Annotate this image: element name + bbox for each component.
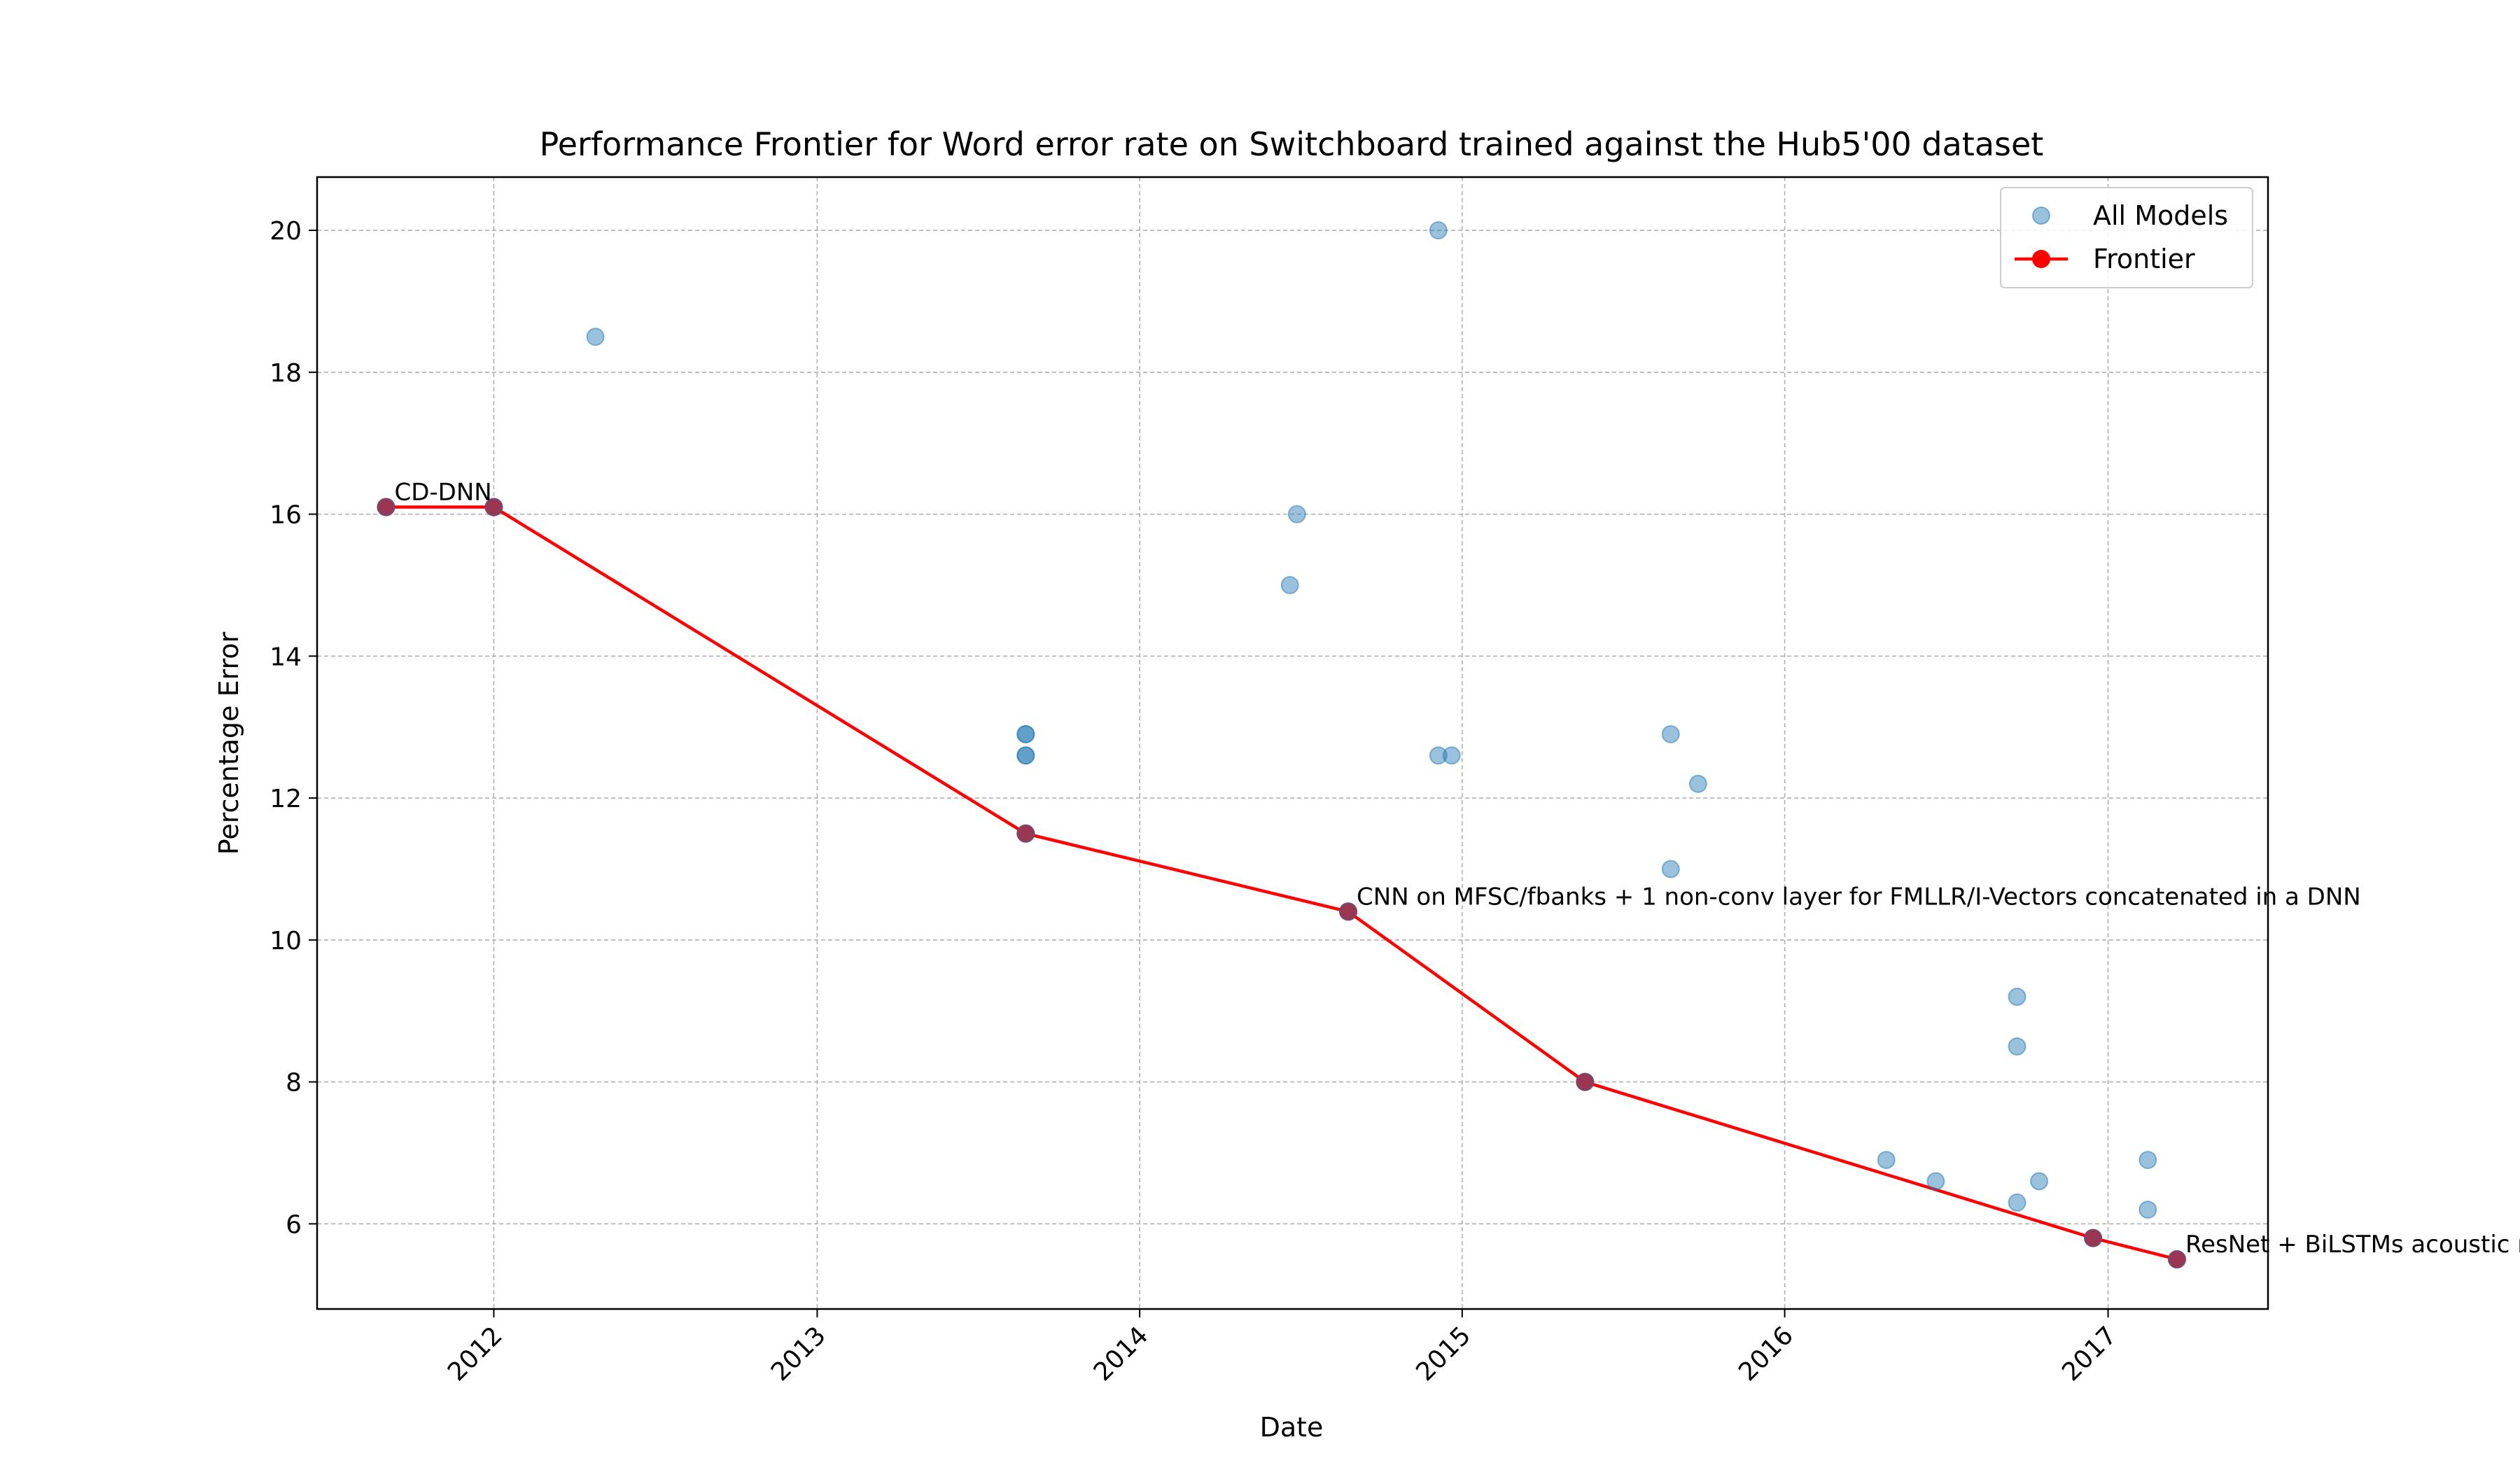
annotations: CD-DNN CNN on MFSC/fbanks + 1 non-conv la… (394, 478, 2520, 1259)
frontier-series (377, 498, 2186, 1269)
point-annotation: CNN on MFSC/fbanks + 1 non-conv layer fo… (1357, 883, 2361, 911)
all-models-point (1016, 746, 1035, 765)
all-models-point (1442, 746, 1461, 765)
all-models-point (586, 328, 605, 346)
frontier-point (1576, 1072, 1595, 1091)
point-annotation: CD-DNN (394, 478, 491, 506)
frontier-point (484, 498, 503, 517)
frontier-point (377, 498, 396, 517)
frontier-point (2084, 1228, 2103, 1247)
all-models-point (2030, 1172, 2049, 1191)
all-models-point (2138, 1151, 2157, 1170)
legend-marker-frontier (2032, 250, 2050, 268)
x-axis-label: Date (1260, 1412, 1324, 1443)
y-axis: 6 8 10 12 14 16 18 20 (270, 217, 317, 1239)
all-models-point (2008, 987, 2026, 1006)
all-models-point (1926, 1172, 1945, 1191)
y-tick-label: 12 (270, 785, 302, 813)
frontier-point (2167, 1250, 2186, 1269)
legend-label: All Models (2093, 200, 2228, 231)
legend-marker-all-models (2032, 206, 2050, 225)
y-tick-label: 14 (270, 643, 302, 671)
all-models-point (484, 498, 503, 517)
all-models-point (1429, 746, 1448, 765)
y-tick-label: 6 (286, 1210, 302, 1239)
y-tick-label: 16 (270, 501, 302, 530)
y-tick-label: 18 (270, 359, 302, 388)
all-models-point (1287, 505, 1306, 524)
all-models-point (1661, 724, 1680, 743)
all-models-point (2008, 1193, 2026, 1212)
all-models-point (1688, 774, 1707, 793)
y-tick-label: 10 (270, 927, 302, 955)
all-models-point (2084, 1228, 2103, 1247)
point-annotation: ResNet + BiLSTMs acoustic model (2185, 1231, 2520, 1259)
all-models-point (2008, 1037, 2026, 1056)
legend: All Models Frontier (2000, 187, 2253, 288)
all-models-point (1661, 860, 1680, 878)
legend-label: Frontier (2093, 244, 2195, 274)
all-models-point (2138, 1200, 2157, 1219)
frontier-point (1016, 824, 1035, 843)
legend-box (2000, 187, 2253, 288)
all-models-point (1429, 221, 1448, 240)
all-models-point (2167, 1250, 2186, 1269)
all-models-point (1016, 724, 1035, 743)
all-models-point (377, 498, 396, 517)
y-axis-label: Percentage Error (214, 631, 244, 855)
y-tick-label: 8 (286, 1069, 302, 1098)
all-models-point (1339, 902, 1358, 921)
all-models-series (377, 221, 2186, 1269)
all-models-point (1016, 824, 1035, 843)
grid (317, 177, 2268, 1309)
y-tick-label: 20 (270, 217, 302, 246)
all-models-point (1576, 1072, 1595, 1091)
plot-frame (316, 176, 2269, 1310)
all-models-point (1280, 575, 1299, 594)
chart-title: Performance Frontier for Word error rate… (540, 125, 2044, 163)
frontier-point (1339, 902, 1358, 921)
all-models-point (1877, 1151, 1896, 1170)
